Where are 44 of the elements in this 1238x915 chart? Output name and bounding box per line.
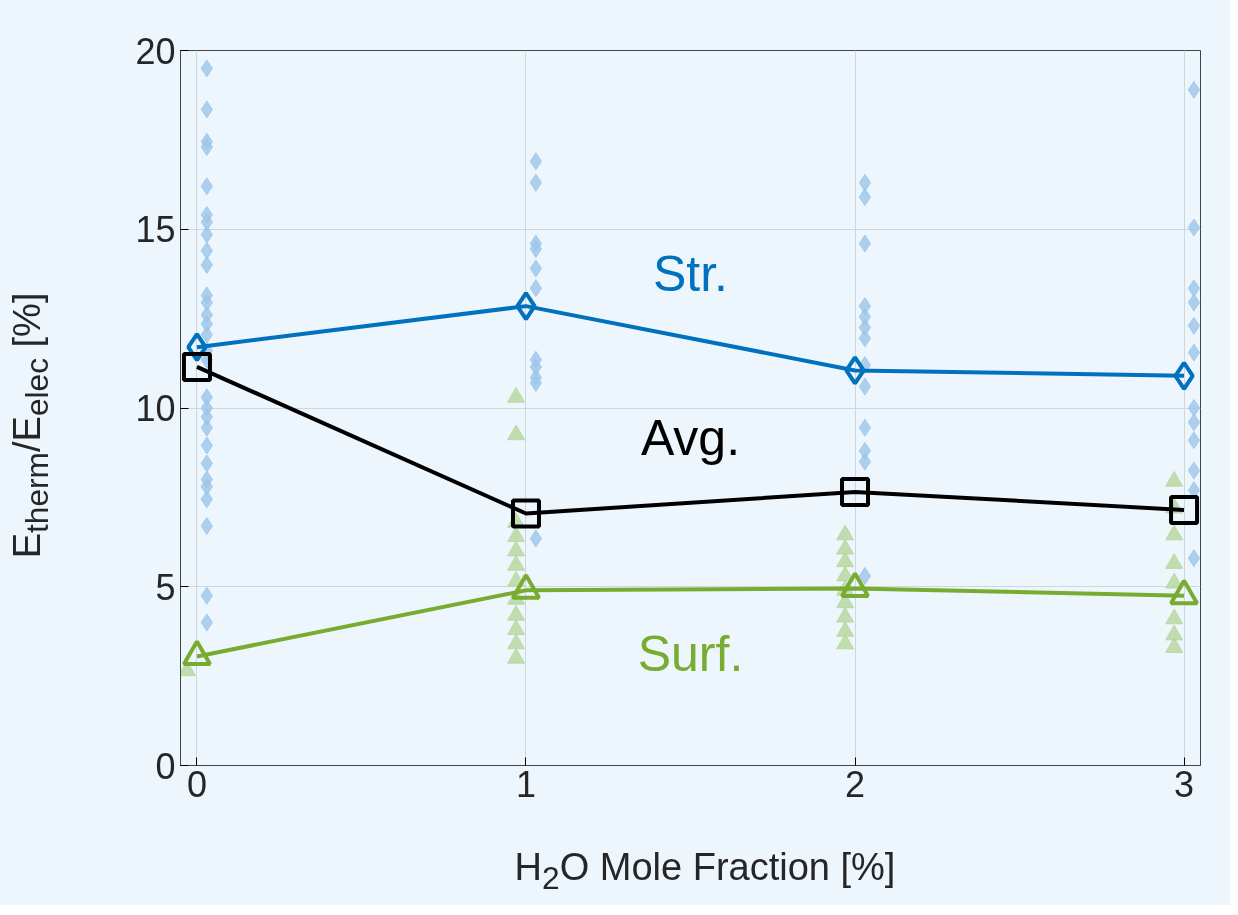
series-label: Str. xyxy=(652,245,729,302)
point xyxy=(510,498,541,529)
point xyxy=(507,424,526,441)
x-tick-label: 1 xyxy=(515,763,536,805)
y-tick-label: 15 xyxy=(135,209,176,251)
point xyxy=(507,647,526,664)
y-tick-label: 5 xyxy=(155,566,176,608)
point xyxy=(1165,624,1184,641)
point xyxy=(507,540,526,557)
point xyxy=(510,573,541,600)
point xyxy=(507,554,526,571)
point xyxy=(507,633,526,650)
point xyxy=(836,606,855,623)
point xyxy=(836,538,855,555)
point xyxy=(1165,637,1184,653)
point xyxy=(844,355,866,386)
point xyxy=(836,524,855,541)
point xyxy=(840,571,871,599)
point xyxy=(836,633,855,650)
point xyxy=(836,621,855,637)
point xyxy=(181,351,212,382)
point xyxy=(507,619,526,636)
point xyxy=(1165,470,1184,487)
point xyxy=(507,526,526,543)
point xyxy=(507,605,526,621)
y-tick-label: 20 xyxy=(135,30,176,72)
point xyxy=(1165,608,1184,625)
x-tick-label: 0 xyxy=(186,763,207,805)
x-tick-label: 2 xyxy=(845,763,866,805)
point xyxy=(515,291,537,322)
point xyxy=(181,639,212,666)
point xyxy=(1165,572,1184,589)
series-label: Avg. xyxy=(640,410,741,467)
point xyxy=(1165,553,1184,569)
x-tick-label: 3 xyxy=(1174,763,1195,805)
series-label: Surf. xyxy=(637,625,744,682)
point xyxy=(1169,578,1200,606)
point xyxy=(507,386,526,403)
x-axis-title: H$_{2}$O Mole Fraction [%] xyxy=(514,845,896,898)
point xyxy=(1173,360,1195,391)
point xyxy=(836,551,855,568)
y-tick-label: 10 xyxy=(135,388,176,429)
point xyxy=(1165,524,1184,541)
point xyxy=(1169,494,1200,525)
